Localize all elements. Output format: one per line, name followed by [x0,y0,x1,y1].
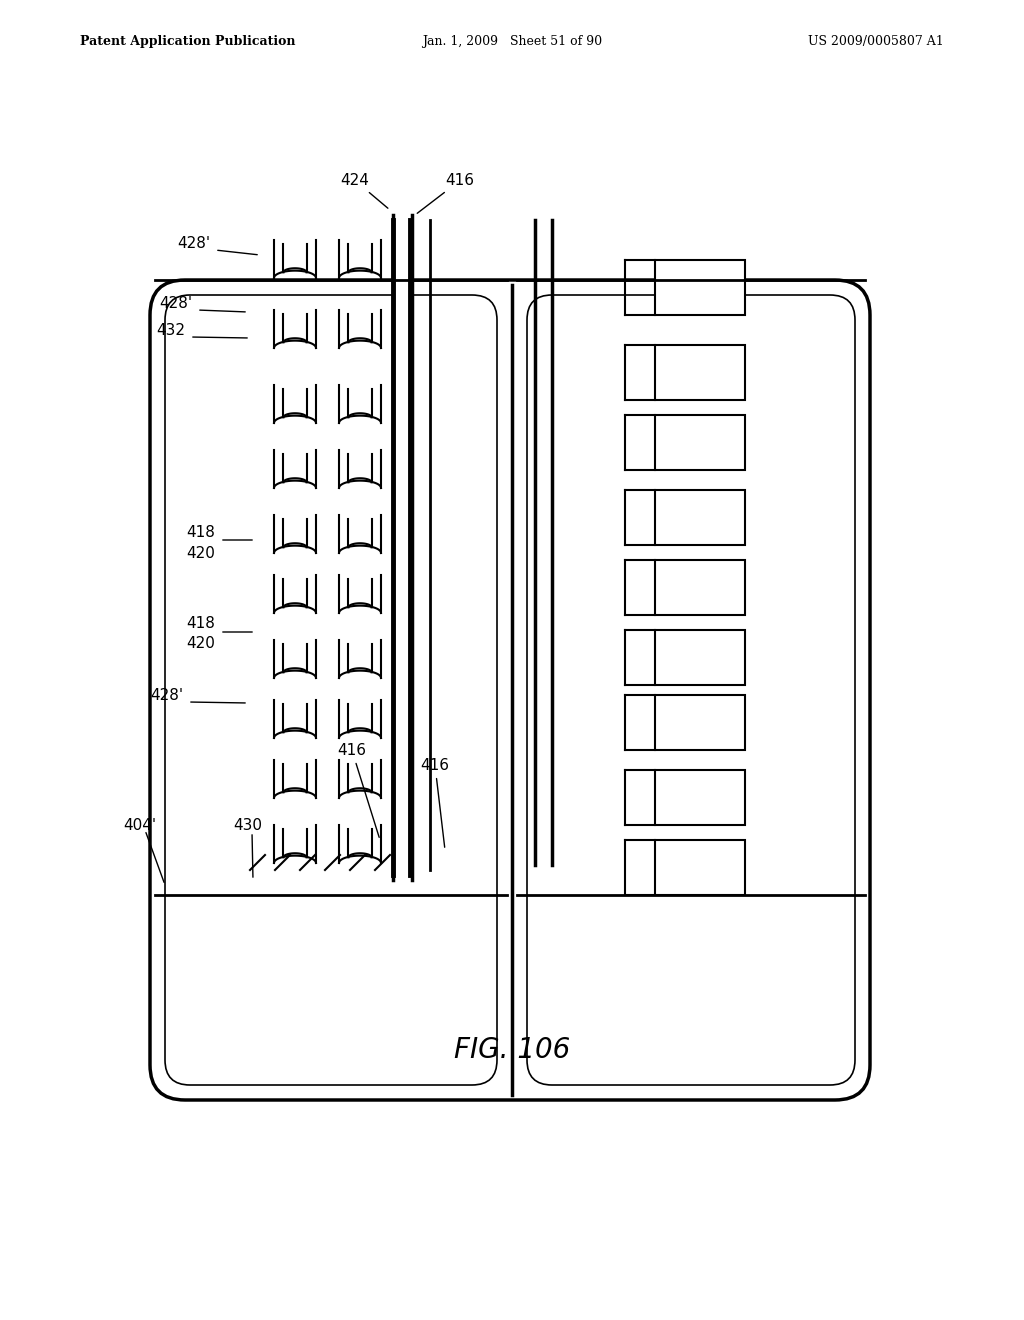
Text: 418: 418 [186,525,215,540]
Text: 428': 428' [150,688,183,704]
Bar [655,414,745,470]
Text: 404': 404' [124,818,157,833]
Text: 416: 416 [421,758,450,847]
Text: 420: 420 [186,546,215,561]
Bar [655,840,745,895]
Text: US 2009/0005807 A1: US 2009/0005807 A1 [808,36,944,48]
Text: Jan. 1, 2009   Sheet 51 of 90: Jan. 1, 2009 Sheet 51 of 90 [422,36,602,48]
Bar [655,560,745,615]
Bar [655,260,745,315]
Text: Patent Application Publication: Patent Application Publication [80,36,296,48]
Bar [655,490,745,545]
Text: 416: 416 [417,173,474,214]
Text: 432: 432 [156,323,185,338]
Text: 428': 428' [159,296,193,312]
Text: 416: 416 [338,743,379,837]
Bar [655,696,745,750]
Bar [655,770,745,825]
Text: 418: 418 [186,616,215,631]
Text: 430: 430 [233,818,262,833]
Bar [655,345,745,400]
Text: 428': 428' [177,236,210,251]
Text: 424: 424 [341,173,388,209]
Text: FIG. 106: FIG. 106 [454,1036,570,1064]
Bar [655,630,745,685]
Text: 420: 420 [186,636,215,651]
